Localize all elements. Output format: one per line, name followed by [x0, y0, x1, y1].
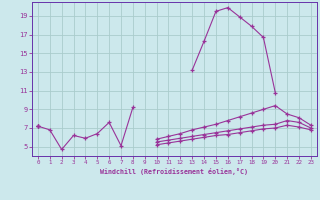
X-axis label: Windchill (Refroidissement éolien,°C): Windchill (Refroidissement éolien,°C): [100, 168, 248, 175]
